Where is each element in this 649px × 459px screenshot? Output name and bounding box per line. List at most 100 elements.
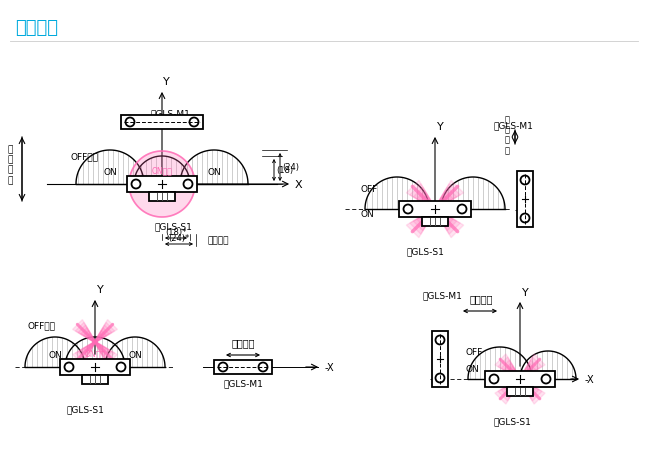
Polygon shape <box>434 209 463 238</box>
Polygon shape <box>78 325 95 342</box>
Polygon shape <box>417 191 435 210</box>
Text: 形GLS-M1: 形GLS-M1 <box>223 378 263 387</box>
Circle shape <box>258 363 267 372</box>
Text: Y: Y <box>522 287 529 297</box>
Polygon shape <box>92 339 95 342</box>
Polygon shape <box>495 379 520 404</box>
Polygon shape <box>519 354 545 380</box>
Text: 移
動
方
向: 移 動 方 向 <box>504 115 509 155</box>
Bar <box>517 172 533 228</box>
Polygon shape <box>520 369 530 380</box>
Text: 形GLS-M1: 形GLS-M1 <box>422 291 462 299</box>
Polygon shape <box>95 331 106 342</box>
Polygon shape <box>520 379 530 389</box>
Polygon shape <box>95 320 117 343</box>
Polygon shape <box>504 363 520 380</box>
Polygon shape <box>417 209 435 228</box>
Circle shape <box>184 180 193 189</box>
Polygon shape <box>435 188 457 210</box>
Polygon shape <box>129 151 195 218</box>
Polygon shape <box>435 209 439 214</box>
Bar <box>214 360 272 374</box>
Polygon shape <box>435 202 443 210</box>
Polygon shape <box>95 342 104 351</box>
Polygon shape <box>427 202 435 210</box>
Polygon shape <box>435 195 450 210</box>
Text: 形GLS-S1: 形GLS-S1 <box>66 404 104 413</box>
Polygon shape <box>520 379 524 383</box>
Bar <box>507 387 533 396</box>
Polygon shape <box>95 342 101 348</box>
Text: OFF領域: OFF領域 <box>70 152 98 161</box>
Circle shape <box>489 375 498 384</box>
Polygon shape <box>520 379 527 386</box>
Polygon shape <box>520 372 527 379</box>
Text: ON: ON <box>207 168 221 177</box>
Polygon shape <box>435 209 447 221</box>
Text: ＊代表例: ＊代表例 <box>207 236 228 245</box>
Polygon shape <box>504 379 520 395</box>
Polygon shape <box>435 191 453 210</box>
Polygon shape <box>431 205 435 210</box>
Polygon shape <box>424 209 435 221</box>
Text: 移動方向: 移動方向 <box>470 293 493 303</box>
Polygon shape <box>75 342 95 362</box>
Bar <box>149 193 175 202</box>
Polygon shape <box>410 209 435 235</box>
Polygon shape <box>80 342 95 357</box>
Polygon shape <box>134 157 190 185</box>
Polygon shape <box>516 379 520 383</box>
Text: -X: -X <box>515 205 524 214</box>
Polygon shape <box>92 342 95 346</box>
Circle shape <box>404 205 413 214</box>
Bar <box>485 371 555 387</box>
Circle shape <box>219 363 228 372</box>
Polygon shape <box>435 209 457 231</box>
Polygon shape <box>95 342 112 359</box>
Polygon shape <box>501 379 520 398</box>
Polygon shape <box>84 342 95 354</box>
Polygon shape <box>89 342 95 348</box>
Circle shape <box>541 375 550 384</box>
Text: Y: Y <box>437 122 444 132</box>
Polygon shape <box>406 209 435 238</box>
Text: Y: Y <box>163 77 170 87</box>
Polygon shape <box>520 351 576 379</box>
Bar <box>82 375 108 384</box>
Polygon shape <box>180 151 248 185</box>
Text: ON: ON <box>103 168 117 177</box>
Text: (24)*: (24)* <box>168 234 190 242</box>
Polygon shape <box>516 375 520 379</box>
Polygon shape <box>95 339 99 342</box>
Bar <box>432 331 448 387</box>
Polygon shape <box>86 333 95 342</box>
Polygon shape <box>427 209 435 218</box>
Text: 検出領域: 検出領域 <box>15 19 58 37</box>
Text: -X: -X <box>325 362 335 372</box>
Polygon shape <box>510 369 520 380</box>
Text: (18): (18) <box>276 166 293 175</box>
Text: ON: ON <box>465 364 479 373</box>
Polygon shape <box>520 379 533 392</box>
Polygon shape <box>520 379 536 395</box>
Text: 形GLS-S1: 形GLS-S1 <box>493 416 531 425</box>
Polygon shape <box>520 375 524 379</box>
Polygon shape <box>75 323 95 343</box>
Circle shape <box>520 176 530 185</box>
Circle shape <box>64 363 73 372</box>
Polygon shape <box>435 198 447 210</box>
Text: Y: Y <box>97 285 104 294</box>
Text: -X: -X <box>585 374 594 384</box>
Polygon shape <box>431 209 435 214</box>
Polygon shape <box>513 372 520 379</box>
Circle shape <box>435 374 445 383</box>
Polygon shape <box>519 357 542 380</box>
Polygon shape <box>520 360 539 380</box>
Text: (24): (24) <box>282 163 299 172</box>
Polygon shape <box>507 379 520 392</box>
Polygon shape <box>78 342 95 359</box>
Polygon shape <box>25 337 85 367</box>
Text: ON: ON <box>128 350 142 359</box>
Text: 形GLS-S1: 形GLS-S1 <box>154 222 192 230</box>
Text: 形GLS-M1: 形GLS-M1 <box>493 121 533 130</box>
